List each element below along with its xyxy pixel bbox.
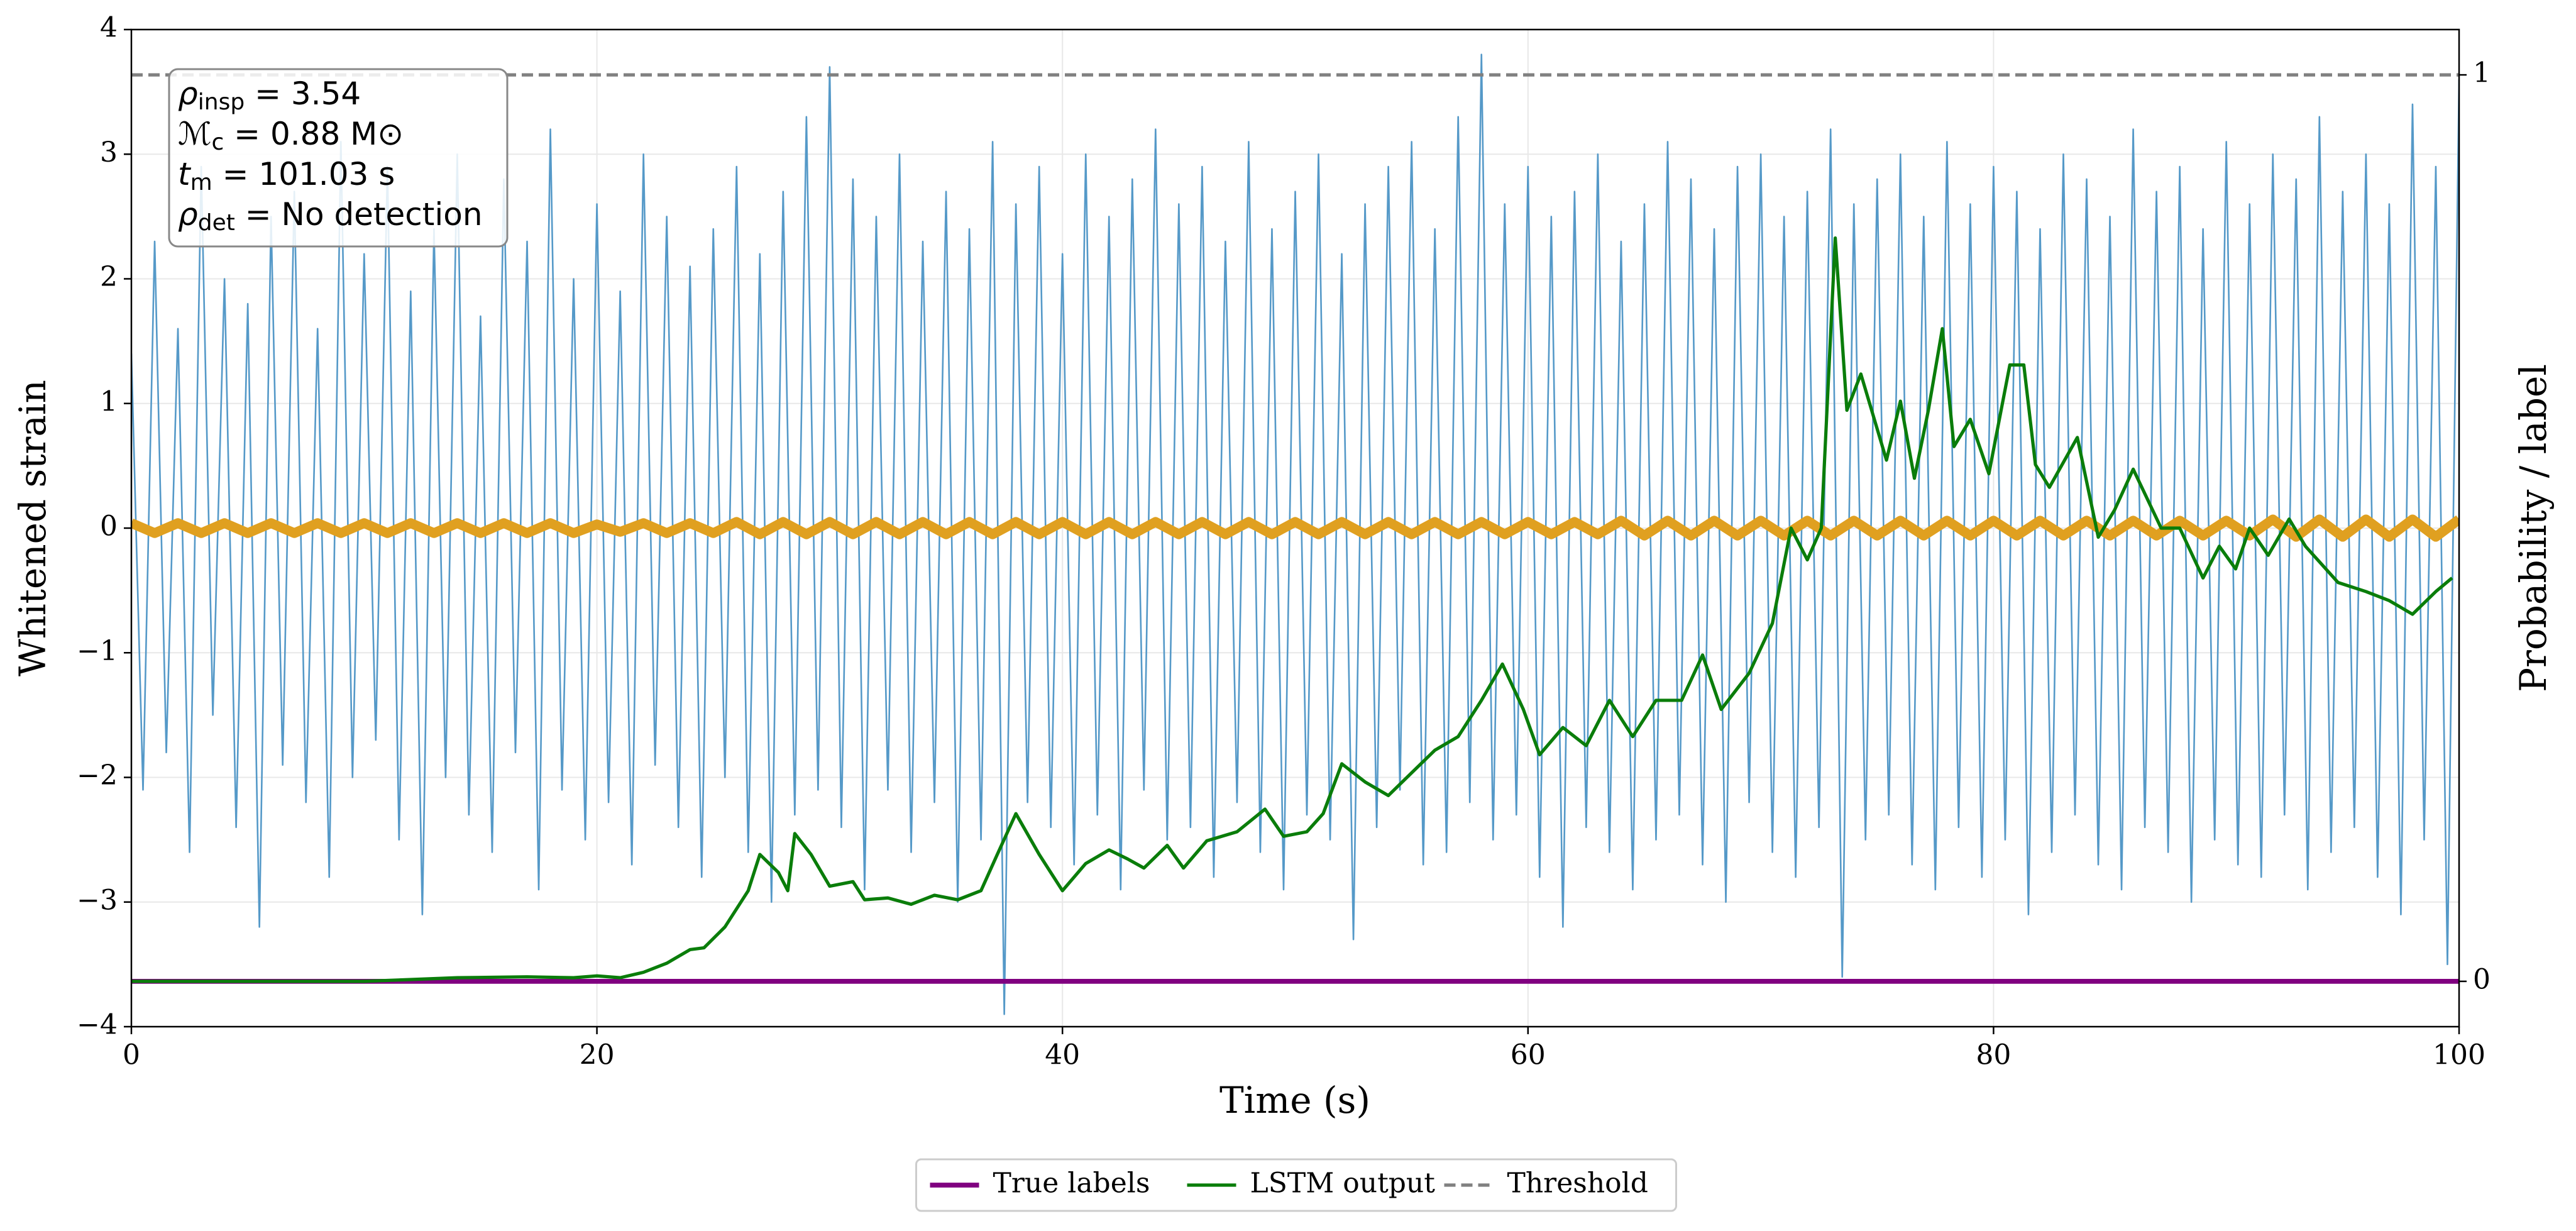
x-tick-label: 100 xyxy=(2433,1039,2485,1071)
y2-tick-label: 1 xyxy=(2473,57,2491,89)
x-axis-label: Time (s) xyxy=(1219,1079,1370,1122)
annotation-symbol: t xyxy=(178,156,192,192)
annotation-symbol: ρ xyxy=(178,75,198,112)
y2-axis-label: Probability / label xyxy=(2512,364,2555,692)
x-tick-label: 80 xyxy=(1976,1039,2011,1071)
y2-tick-label: 0 xyxy=(2473,963,2491,995)
legend-label: LSTM output xyxy=(1250,1168,1436,1200)
y-tick-label: 0 xyxy=(100,511,118,543)
legend-label: True labels xyxy=(993,1168,1150,1200)
annotation-box xyxy=(168,68,509,248)
signal-line xyxy=(131,514,2459,542)
annotation-text: = 3.54 xyxy=(245,75,361,112)
y-tick-label: −4 xyxy=(77,1009,118,1041)
annotation-subscript: m xyxy=(190,170,212,196)
annotation-subscript: insp xyxy=(198,89,245,115)
x-tick-label: 20 xyxy=(580,1039,615,1071)
legend-box xyxy=(915,1158,1677,1212)
x-tick-label: 60 xyxy=(1511,1039,1546,1071)
y-tick-label: 2 xyxy=(100,261,118,293)
annotation-symbol: ℳ xyxy=(178,116,211,152)
legend-label: Threshold xyxy=(1507,1168,1648,1200)
series-line xyxy=(131,236,2453,983)
annotation-text: = No detection xyxy=(235,196,483,233)
annotation-text: = 0.88 M⊙ xyxy=(224,116,404,152)
annotation: ρdet = No detection xyxy=(178,196,483,236)
y-axis-label: Whitened strain xyxy=(11,380,54,676)
y-tick-label: −1 xyxy=(77,635,118,667)
y-tick-label: −2 xyxy=(77,759,118,792)
annotation: tm = 101.03 s xyxy=(178,156,395,196)
x-tick-label: 0 xyxy=(123,1039,140,1071)
y-tick-label: 4 xyxy=(100,12,118,44)
x-tick-label: 40 xyxy=(1045,1039,1080,1071)
signal-line xyxy=(131,53,2459,1015)
plot-frame xyxy=(130,28,2460,1028)
annotation: ρinsp = 3.54 xyxy=(178,75,361,116)
y-tick-label: 3 xyxy=(100,136,118,168)
annotation-subscript: c xyxy=(211,130,224,155)
annotation: ℳc = 0.88 M⊙ xyxy=(178,116,404,156)
annotation-subscript: det xyxy=(198,210,235,236)
annotation-symbol: ρ xyxy=(178,196,198,233)
y-tick-label: −3 xyxy=(77,884,118,916)
annotation-text: = 101.03 s xyxy=(212,156,395,192)
y-tick-label: 1 xyxy=(100,385,118,417)
